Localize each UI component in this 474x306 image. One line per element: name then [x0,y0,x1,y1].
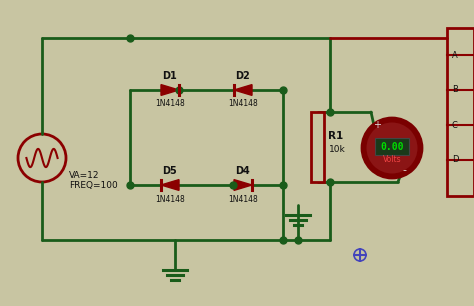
Circle shape [362,118,422,178]
Polygon shape [161,84,179,95]
Text: D1: D1 [163,71,177,81]
Text: 0.00: 0.00 [380,142,404,152]
Bar [447,28,474,196]
Text: 10k: 10k [328,145,345,154]
Text: FREQ=100: FREQ=100 [69,181,118,190]
Text: VA=12: VA=12 [69,171,100,180]
Polygon shape [234,84,252,95]
Text: R1: R1 [328,131,344,141]
Text: Volts: Volts [383,155,401,164]
Text: 1N4148: 1N4148 [155,195,185,203]
Circle shape [18,134,66,182]
Text: +: + [373,121,381,130]
Text: A: A [452,50,458,59]
Text: D: D [452,155,458,165]
Text: B: B [452,85,458,95]
Polygon shape [161,180,179,190]
Circle shape [366,122,418,174]
Text: D2: D2 [236,71,250,81]
Text: -: - [402,165,406,175]
Text: 1N4148: 1N4148 [228,99,258,109]
Text: C: C [452,121,458,129]
Bar [375,137,409,155]
Text: D5: D5 [163,166,177,176]
Bar [311,112,325,182]
Text: D4: D4 [236,166,250,176]
Text: 1N4148: 1N4148 [228,195,258,203]
Polygon shape [234,180,252,190]
Text: 1N4148: 1N4148 [155,99,185,109]
